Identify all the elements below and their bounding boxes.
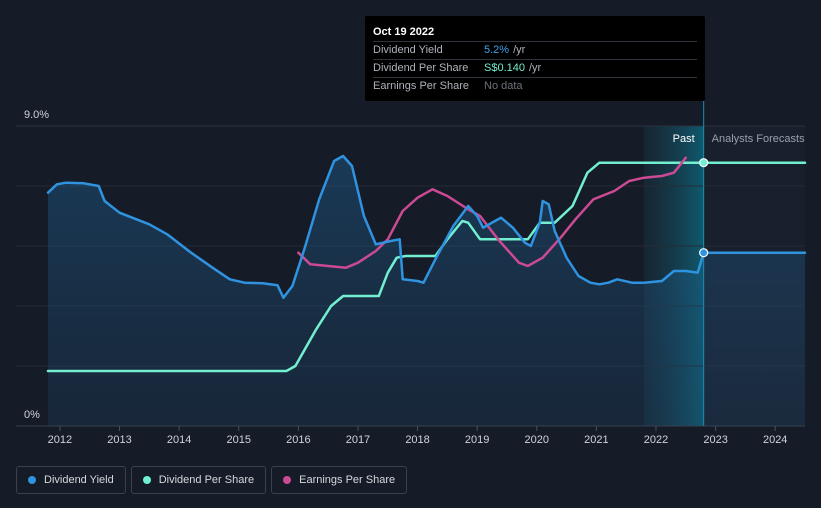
tooltip-row-dividend-yield: Dividend Yield 5.2% /yr	[373, 41, 697, 59]
x-tick-label: 2018	[405, 434, 429, 446]
legend-item-earnings-per-share[interactable]: Earnings Per Share	[271, 466, 408, 494]
x-tick-label: 2016	[286, 434, 310, 446]
tooltip-date: Oct 19 2022	[373, 26, 435, 38]
y-axis-top-label: 9.0%	[24, 109, 49, 121]
dividend-per-share-line	[46, 161, 807, 373]
forecast-label: Analysts Forecasts	[712, 133, 805, 145]
legend-item-dividend-yield[interactable]: Dividend Yield	[16, 466, 126, 494]
y-axis-bottom-label: 0%	[24, 409, 40, 421]
x-tick-label: 2022	[644, 434, 668, 446]
x-tick-label: 2023	[703, 434, 727, 446]
x-tick-label: 2012	[48, 434, 72, 446]
dividend-per-share-marker	[699, 158, 709, 168]
legend-item-dividend-per-share[interactable]: Dividend Per Share	[130, 466, 267, 494]
legend-dot-icon	[142, 476, 151, 484]
tooltip-unit: /yr	[528, 62, 542, 74]
tooltip-value: S$0.140	[484, 62, 525, 74]
legend: Dividend Yield Dividend Per Share Earnin…	[16, 466, 408, 494]
legend-label: Dividend Yield	[44, 474, 114, 486]
x-tick-label: 2024	[763, 434, 787, 446]
legend-dot-icon	[283, 476, 292, 484]
tooltip-value: No data	[484, 80, 523, 92]
x-tick-label: 2014	[167, 434, 191, 446]
x-tick-label: 2015	[226, 434, 250, 446]
x-tick-label: 2019	[465, 434, 489, 446]
tooltip-unit: /yr	[513, 44, 526, 56]
legend-label: Dividend Per Share	[158, 474, 255, 486]
tooltip-value: 5.2%	[484, 44, 510, 56]
x-tick-label: 2017	[346, 434, 370, 446]
earnings-per-share-line	[297, 156, 688, 269]
legend-dot-icon	[28, 476, 36, 484]
tooltip-row-dividend-per-share: Dividend Per Share S$0.140 /yr	[373, 59, 697, 77]
x-tick-label: 2021	[584, 434, 608, 446]
tooltip-label: Dividend Yield	[373, 44, 443, 56]
past-label: Past	[673, 133, 695, 145]
x-tick-label: 2013	[107, 434, 131, 446]
dividend-yield-line	[46, 154, 807, 299]
dividend-yield-marker	[699, 248, 709, 258]
legend-label: Earnings Per Share	[299, 474, 396, 486]
tooltip: Oct 19 2022 Dividend Yield 5.2% /yr Divi…	[365, 16, 705, 101]
tooltip-label: Earnings Per Share	[373, 80, 469, 92]
dividend-yield-area	[48, 156, 805, 426]
tooltip-label: Dividend Per Share	[373, 62, 469, 74]
x-tick-label: 2020	[525, 434, 549, 446]
tooltip-row-earnings-per-share: Earnings Per Share No data	[373, 77, 697, 95]
